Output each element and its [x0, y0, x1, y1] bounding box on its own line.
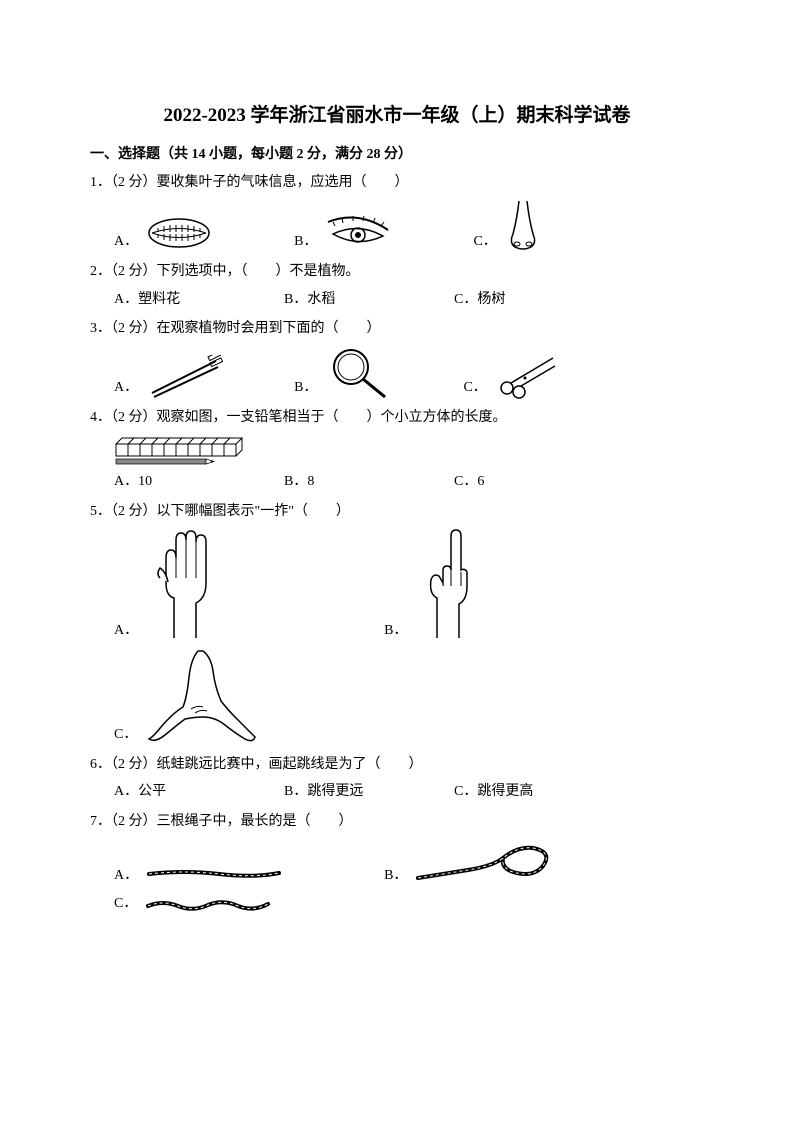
- q6-opt-c: C．跳得更高: [454, 780, 584, 804]
- q2-opt-b: B．水稻: [284, 288, 414, 312]
- q3-a-label: A．: [114, 376, 138, 400]
- q5-opt-c: C．: [114, 647, 684, 747]
- q3-options: A． B． C．: [114, 345, 704, 400]
- q1-stem: 1．（2 分）要收集叶子的气味信息，应选用（ ）: [90, 171, 704, 195]
- q1-a-label: A．: [114, 230, 138, 254]
- question-1: 1．（2 分）要收集叶子的气味信息，应选用（ ） A． B．: [90, 171, 704, 254]
- hand-open-icon: [144, 528, 224, 643]
- rope-wavy-icon: [143, 894, 273, 916]
- q5-a-label: A．: [114, 619, 138, 643]
- q6-stem: 6．（2 分）纸蛙跳远比赛中，画起跳线是为了（ ）: [90, 753, 704, 777]
- q7-c-label: C．: [114, 892, 137, 916]
- question-5: 5．（2 分）以下哪幅图表示"一拃"（ ） A． B．: [90, 500, 704, 747]
- mouth-icon: [144, 212, 214, 254]
- question-6: 6．（2 分）纸蛙跳远比赛中，画起跳线是为了（ ） A．公平 B．跳得更远 C．…: [90, 753, 704, 805]
- q1-opt-a: A．: [114, 212, 214, 254]
- q5-b-label: B．: [384, 619, 407, 643]
- magnifier-icon: [323, 345, 393, 400]
- q7-opt-a: A．: [114, 858, 284, 888]
- q5-opt-b: B．: [384, 528, 483, 643]
- q4-opt-a: A．10: [114, 470, 244, 494]
- q1-options: A． B．: [114, 199, 704, 254]
- q7-stem: 7．（2 分）三根绳子中，最长的是（ ）: [90, 810, 704, 834]
- q3-b-label: B．: [294, 376, 317, 400]
- q6-options: A．公平 B．跳得更远 C．跳得更高: [114, 780, 704, 804]
- q1-c-label: C．: [473, 230, 496, 254]
- q2-stem: 2．（2 分）下列选项中，（ ）不是植物。: [90, 260, 704, 284]
- q5-options-ab: A． B．: [114, 528, 704, 643]
- eye-icon: [323, 212, 393, 254]
- q7-opt-c: C．: [114, 892, 684, 916]
- q5-c-label: C．: [114, 723, 137, 747]
- section-header: 一、选择题（共 14 小题，每小题 2 分，满分 28 分）: [90, 143, 704, 163]
- q7-opt-b: B．: [384, 838, 563, 888]
- q2-opt-c: C．杨树: [454, 288, 584, 312]
- q7-options-ab: A． B．: [114, 838, 704, 888]
- q4-figure: [114, 434, 704, 466]
- q3-opt-c: C．: [463, 350, 562, 400]
- q1-b-label: B．: [294, 230, 317, 254]
- page-title: 2022-2023 学年浙江省丽水市一年级（上）期末科学试卷: [90, 100, 704, 127]
- q3-c-label: C．: [463, 376, 486, 400]
- hand-span-icon: [143, 647, 263, 747]
- q7-options-c: C．: [90, 892, 704, 916]
- q5-stem: 5．（2 分）以下哪幅图表示"一拃"（ ）: [90, 500, 704, 524]
- question-4: 4．（2 分）观察如图，一支铅笔相当于（ ）个小立方体的长度。: [90, 406, 704, 494]
- q6-opt-b: B．跳得更远: [284, 780, 414, 804]
- q2-options: A．塑料花 B．水稻 C．杨树: [114, 288, 704, 312]
- rope-straight-icon: [144, 858, 284, 888]
- rope-loop-icon: [413, 838, 563, 888]
- q7-a-label: A．: [114, 864, 138, 888]
- q1-opt-c: C．: [473, 199, 542, 254]
- q6-opt-a: A．公平: [114, 780, 244, 804]
- q5-opt-a: A．: [114, 528, 224, 643]
- q4-options: A．10 B．8 C．6: [114, 470, 704, 494]
- q5-options-c: C．: [90, 647, 704, 747]
- nose-icon: [503, 199, 543, 254]
- q2-opt-a: A．塑料花: [114, 288, 244, 312]
- hand-point-icon: [413, 528, 483, 643]
- question-7: 7．（2 分）三根绳子中，最长的是（ ） A． B． C．: [90, 810, 704, 916]
- q4-stem: 4．（2 分）观察如图，一支铅笔相当于（ ）个小立方体的长度。: [90, 406, 704, 430]
- q7-b-label: B．: [384, 864, 407, 888]
- scissors-icon: [493, 350, 563, 400]
- q4-opt-b: B．8: [284, 470, 414, 494]
- question-3: 3．（2 分）在观察植物时会用到下面的（ ） A． B．: [90, 317, 704, 400]
- question-2: 2．（2 分）下列选项中，（ ）不是植物。 A．塑料花 B．水稻 C．杨树: [90, 260, 704, 312]
- q3-opt-b: B．: [294, 345, 393, 400]
- q3-stem: 3．（2 分）在观察植物时会用到下面的（ ）: [90, 317, 704, 341]
- q1-opt-b: B．: [294, 212, 393, 254]
- chopsticks-icon: [144, 355, 224, 400]
- q4-opt-c: C．6: [454, 470, 584, 494]
- q3-opt-a: A．: [114, 355, 224, 400]
